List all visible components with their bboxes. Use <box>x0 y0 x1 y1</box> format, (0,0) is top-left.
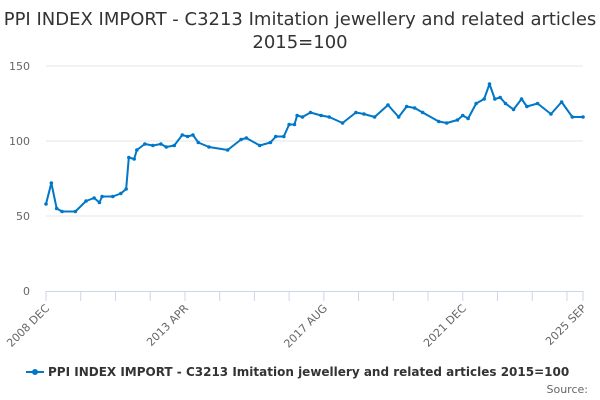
data-point <box>92 196 96 200</box>
y-tick-label: 50 <box>16 210 30 223</box>
y-tick-label: 150 <box>9 60 30 73</box>
data-point <box>124 187 128 191</box>
data-point <box>474 101 478 106</box>
data-point <box>185 134 190 139</box>
data-point <box>519 97 524 101</box>
data-point <box>396 115 401 119</box>
data-point <box>412 106 417 110</box>
data-point <box>549 112 553 116</box>
data-point <box>444 121 449 125</box>
x-tick-label: 2025 SEP <box>543 302 589 348</box>
data-point <box>308 110 313 115</box>
data-point <box>151 143 155 148</box>
data-point <box>525 104 529 109</box>
data-point <box>49 181 54 185</box>
data-point <box>340 121 345 125</box>
data-point <box>191 133 195 137</box>
data-point <box>372 115 377 119</box>
data-point <box>559 100 564 104</box>
data-point <box>159 142 163 146</box>
legend-item[interactable]: PPI INDEX IMPORT - C3213 Imitation jewel… <box>26 365 569 379</box>
source-label: Source: <box>546 383 589 396</box>
data-point <box>482 97 486 101</box>
data-point <box>180 133 185 137</box>
data-point <box>135 148 139 152</box>
data-point <box>404 104 409 109</box>
data-point <box>273 134 278 139</box>
data-point <box>362 112 366 116</box>
data-point <box>44 202 48 206</box>
data-point <box>295 113 299 118</box>
y-tick-label: 0 <box>23 285 30 298</box>
data-point <box>327 115 331 119</box>
data-point <box>292 122 297 127</box>
data-point <box>300 115 305 119</box>
series <box>44 82 585 214</box>
data-point <box>84 199 88 203</box>
data-point <box>54 206 59 211</box>
data-point <box>354 110 358 115</box>
gridlines <box>46 65 583 217</box>
data-point <box>319 113 323 118</box>
data-point <box>143 142 147 146</box>
data-point <box>207 145 211 149</box>
x-axis: 2008 DEC 2013 APR 2017 AUG 2021 DEC 2025 SEP <box>4 291 589 350</box>
data-point <box>110 194 115 199</box>
data-point <box>287 122 291 127</box>
data-point <box>100 194 104 199</box>
x-tick-label: 2013 APR <box>144 302 191 349</box>
chart-title: PPI INDEX IMPORT - C3213 Imitation jewel… <box>3 9 597 53</box>
data-point <box>281 134 286 139</box>
legend-label: PPI INDEX IMPORT - C3213 Imitation jewel… <box>48 365 570 379</box>
data-point <box>268 140 273 145</box>
data-point <box>420 110 425 115</box>
x-tick-label: 2008 DEC <box>4 302 52 350</box>
x-tick-label: 2017 AUG <box>281 302 330 351</box>
legend-line-icon <box>26 367 44 377</box>
data-point <box>503 101 508 106</box>
data-point <box>535 101 540 106</box>
data-point <box>455 118 460 122</box>
data-point <box>164 145 169 149</box>
data-point <box>239 137 243 142</box>
data-point <box>581 115 585 119</box>
data-point <box>127 155 131 160</box>
data-point <box>119 191 123 196</box>
y-axis: 0 50 100 150 <box>9 60 30 298</box>
data-point <box>487 82 492 86</box>
data-point <box>466 116 470 121</box>
data-point <box>132 157 136 161</box>
data-point <box>493 97 497 101</box>
x-tick-label: 2021 DEC <box>421 302 469 350</box>
data-point <box>73 209 78 214</box>
data-point <box>498 95 502 100</box>
data-point <box>97 200 102 205</box>
data-point <box>436 119 441 124</box>
data-point <box>570 115 575 119</box>
data-point <box>172 143 177 148</box>
data-point <box>511 107 516 112</box>
data-point <box>460 113 465 118</box>
data-point <box>386 103 390 107</box>
data-point <box>196 140 201 145</box>
series-line <box>45 83 583 213</box>
data-point <box>257 143 262 148</box>
data-point <box>244 136 249 140</box>
data-point <box>225 148 230 152</box>
y-tick-label: 100 <box>9 135 30 148</box>
data-point <box>60 209 64 214</box>
